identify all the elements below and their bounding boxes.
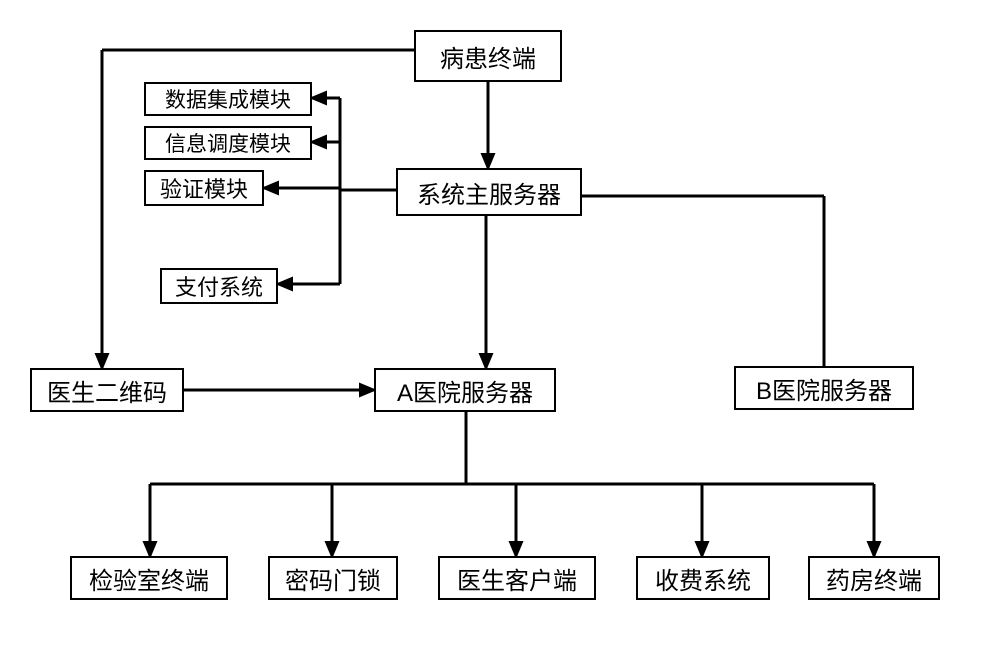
node-module3: 验证模块 bbox=[144, 170, 264, 206]
node-label: 药房终端 bbox=[826, 561, 922, 596]
node-label: 检验室终端 bbox=[89, 561, 209, 596]
flowchart-canvas: 病患终端数据集成模块信息调度模块验证模块 系统主服务器支付系统医生二维码 A医院服务… bbox=[0, 0, 1000, 649]
node-label: 数据集成模块 bbox=[165, 84, 291, 114]
node-label: 系统主服务器 bbox=[417, 175, 561, 210]
node-mainServer: 系统主服务器 bbox=[396, 168, 582, 216]
node-doctorClient: 医生客户端 bbox=[438, 556, 596, 600]
node-label: 验证模块 bbox=[160, 172, 248, 204]
node-module2: 信息调度模块 bbox=[144, 126, 312, 160]
node-label: 信息调度模块 bbox=[165, 128, 291, 158]
node-label: A医院服务器 bbox=[397, 373, 533, 408]
node-label: 支付系统 bbox=[175, 270, 263, 302]
node-hospitalA: A医院服务器 bbox=[374, 368, 556, 412]
node-module1: 数据集成模块 bbox=[144, 82, 312, 116]
node-patient: 病患终端 bbox=[414, 30, 562, 82]
node-pharmacy: 药房终端 bbox=[808, 556, 940, 600]
node-billing: 收费系统 bbox=[636, 556, 770, 600]
node-paySystem: 支付系统 bbox=[160, 268, 278, 304]
node-hospitalB: B医院服务器 bbox=[734, 366, 914, 410]
node-label: 收费系统 bbox=[655, 561, 751, 596]
node-label: 医生客户端 bbox=[457, 561, 577, 596]
node-lab: 检验室终端 bbox=[70, 556, 228, 600]
node-lock: 密码门锁 bbox=[268, 556, 398, 600]
node-label: 病患终端 bbox=[440, 39, 536, 74]
node-label: B医院服务器 bbox=[756, 371, 892, 406]
node-doctorQr: 医生二维码 bbox=[30, 368, 184, 412]
node-label: 医生二维码 bbox=[47, 373, 167, 408]
node-label: 密码门锁 bbox=[285, 561, 381, 596]
